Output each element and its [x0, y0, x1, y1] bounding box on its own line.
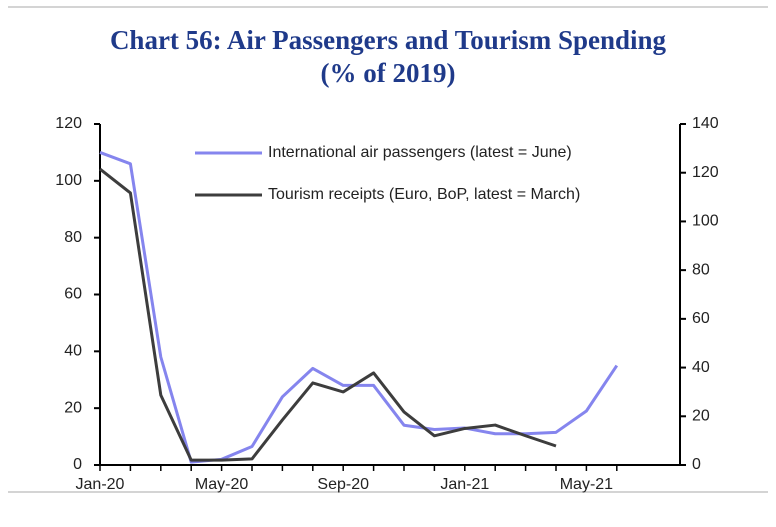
y2-tick-label: 100	[692, 213, 719, 230]
y2-tick-label: 40	[692, 359, 710, 376]
x-tick-label: Jan-20	[76, 476, 125, 493]
y-tick-label: 120	[55, 115, 82, 132]
series-line	[99, 167, 557, 462]
x-tick-label: May-20	[195, 476, 248, 493]
y-tick-label: 100	[55, 172, 82, 189]
y2-tick-label: 20	[692, 408, 710, 425]
y-tick-label: 80	[64, 229, 82, 246]
y-tick-label: 40	[64, 343, 82, 360]
y2-tick-label: 140	[692, 115, 719, 132]
series-line	[99, 151, 619, 464]
chart-subtitle: (% of 2019)	[321, 58, 456, 88]
x-tick-label: Jan-21	[440, 476, 489, 493]
legend-label: International air passengers (latest = J…	[268, 144, 572, 161]
y-tick-label: 20	[64, 399, 82, 416]
chart-title: Chart 56: Air Passengers and Tourism Spe…	[110, 25, 667, 55]
y2-tick-label: 120	[692, 164, 719, 181]
y2-tick-label: 80	[692, 261, 710, 278]
x-tick-label: Sep-20	[317, 476, 369, 493]
x-tick-label: May-21	[560, 476, 613, 493]
y2-tick-label: 0	[692, 456, 701, 473]
y-tick-label: 60	[64, 286, 82, 303]
legend-label: Tourism receipts (Euro, BoP, latest = Ma…	[268, 186, 580, 203]
y-tick-label: 0	[73, 456, 82, 473]
y2-tick-label: 60	[692, 310, 710, 327]
